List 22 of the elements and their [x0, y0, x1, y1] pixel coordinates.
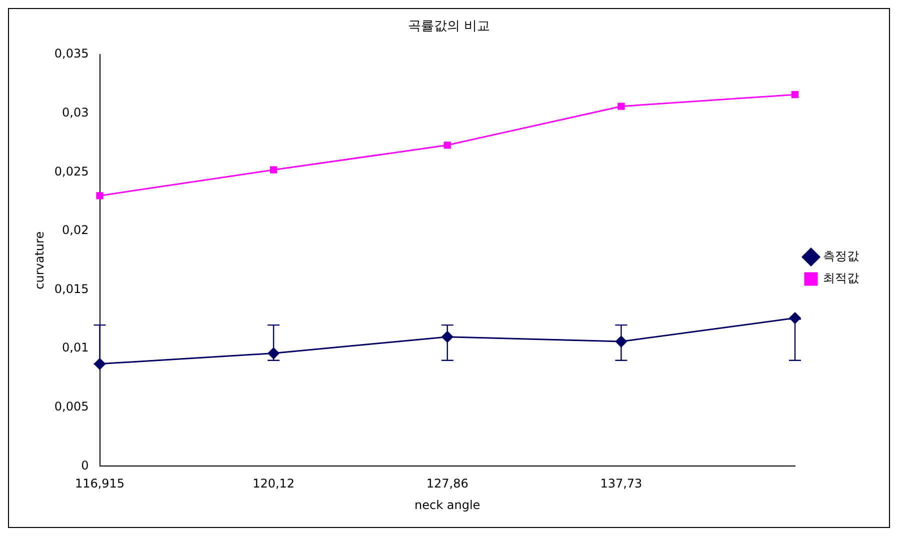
y-axis-title: curvature [32, 231, 46, 290]
y-tick-label: 0,01 [62, 340, 89, 355]
x-tick-label: 120,12 [252, 476, 295, 491]
point [270, 166, 278, 174]
legend-label: 측정값 [823, 249, 859, 264]
y-tick-label: 0,02 [62, 223, 89, 238]
x-tick-label: 127,86 [426, 476, 468, 491]
y-tick-label: 0,005 [54, 400, 89, 414]
point [791, 91, 799, 98]
y-tick-label: 0,015 [54, 282, 89, 296]
y-tick-label: 0,03 [62, 106, 89, 120]
x-tick-label: 116,915 [74, 476, 125, 491]
x-axis-title: neck angle [414, 498, 480, 512]
legend-label: 최적값 [823, 271, 859, 286]
y-tick-label: 0 [81, 458, 89, 472]
y-tick-label: 0,035 [54, 46, 89, 61]
point [444, 142, 451, 149]
point [96, 192, 104, 200]
y-tick-label: 0,025 [54, 164, 89, 178]
x-tick-label: 137,73 [600, 476, 642, 491]
chart-title: 곡률값의 비교 [408, 19, 490, 34]
point [618, 102, 625, 110]
